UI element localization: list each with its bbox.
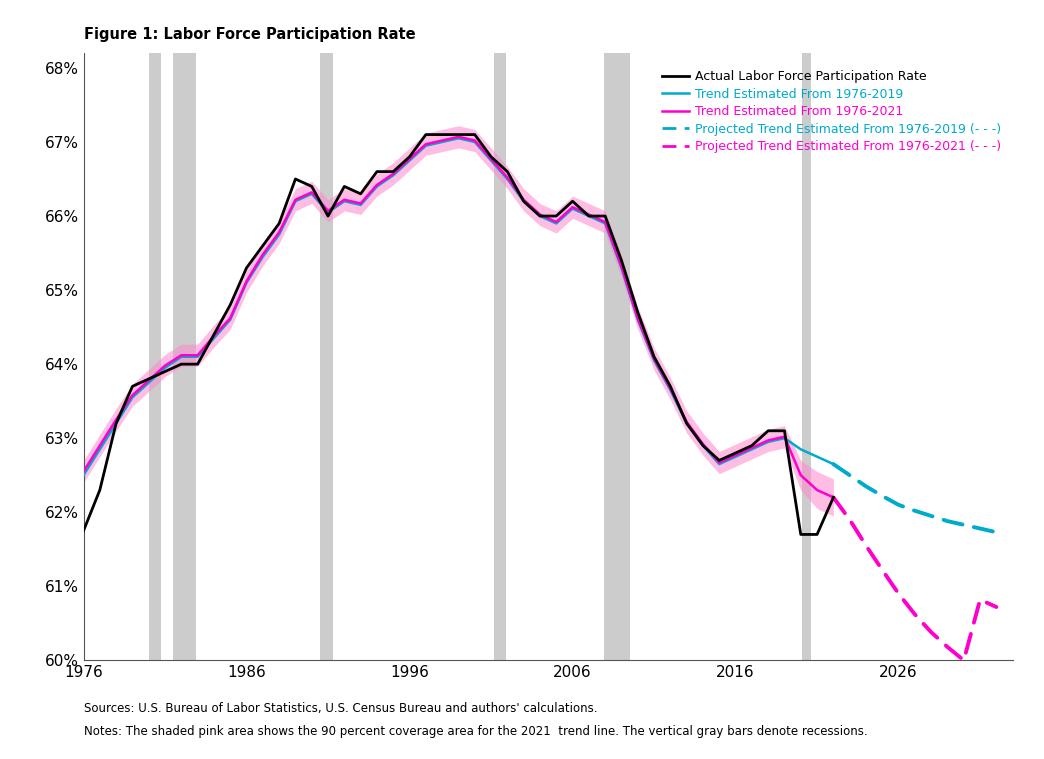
Legend: Actual Labor Force Participation Rate, Trend Estimated From 1976-2019, Trend Est: Actual Labor Force Participation Rate, T… — [657, 65, 1006, 158]
Bar — [173, 53, 196, 660]
Text: Figure 1: Labor Force Participation Rate: Figure 1: Labor Force Participation Rate — [84, 27, 416, 42]
Bar — [494, 53, 505, 660]
Bar — [603, 53, 630, 660]
Bar — [148, 53, 161, 660]
Text: Sources: U.S. Bureau of Labor Statistics, U.S. Census Bureau and authors' calcul: Sources: U.S. Bureau of Labor Statistics… — [84, 702, 597, 715]
Text: Notes: The shaded pink area shows the 90 percent coverage area for the 2021  tre: Notes: The shaded pink area shows the 90… — [84, 725, 868, 738]
Bar — [803, 53, 810, 660]
Bar — [319, 53, 333, 660]
